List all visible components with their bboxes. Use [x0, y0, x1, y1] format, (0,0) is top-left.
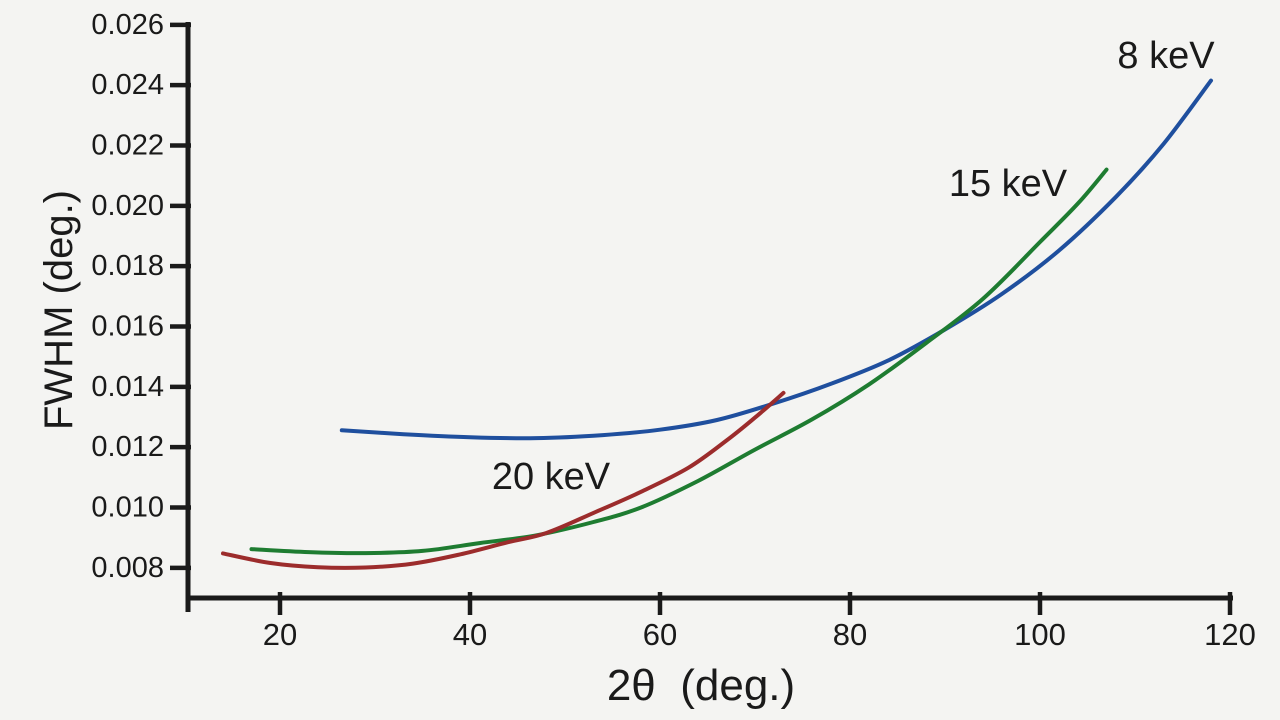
y-tick-label: 0.018 — [91, 250, 164, 282]
y-tick-label: 0.010 — [91, 492, 164, 524]
series-curve-15-kev — [249, 167, 1109, 556]
y-tick-label: 0.016 — [91, 311, 164, 343]
x-tick-label: 20 — [263, 617, 297, 652]
series-curve-8-kev — [339, 78, 1213, 441]
x-tick-label: 100 — [1014, 617, 1066, 652]
x-tick-label: 40 — [453, 617, 487, 652]
y-tick-label: 0.022 — [91, 130, 164, 162]
y-tick-label: 0.008 — [91, 552, 164, 584]
y-tick-label: 0.012 — [91, 431, 164, 463]
series-curve-20-kev — [221, 390, 786, 570]
series-label-8kev: 8 keV — [1117, 35, 1215, 77]
y-tick-label: 0.020 — [91, 190, 164, 222]
y-tick-label: 0.024 — [91, 69, 164, 101]
x-tick-label: 120 — [1204, 617, 1256, 652]
x-tick-label: 60 — [643, 617, 677, 652]
y-tick-label: 0.026 — [91, 9, 164, 41]
x-axis-title: 2θ (deg.) — [606, 661, 796, 710]
y-tick-label: 0.014 — [91, 371, 164, 403]
series-label-15kev: 15 keV — [948, 163, 1068, 205]
series-label-20kev: 20 keV — [491, 456, 611, 498]
y-axis-title: FWHM (deg.) — [37, 190, 81, 430]
x-tick-label: 80 — [833, 617, 867, 652]
